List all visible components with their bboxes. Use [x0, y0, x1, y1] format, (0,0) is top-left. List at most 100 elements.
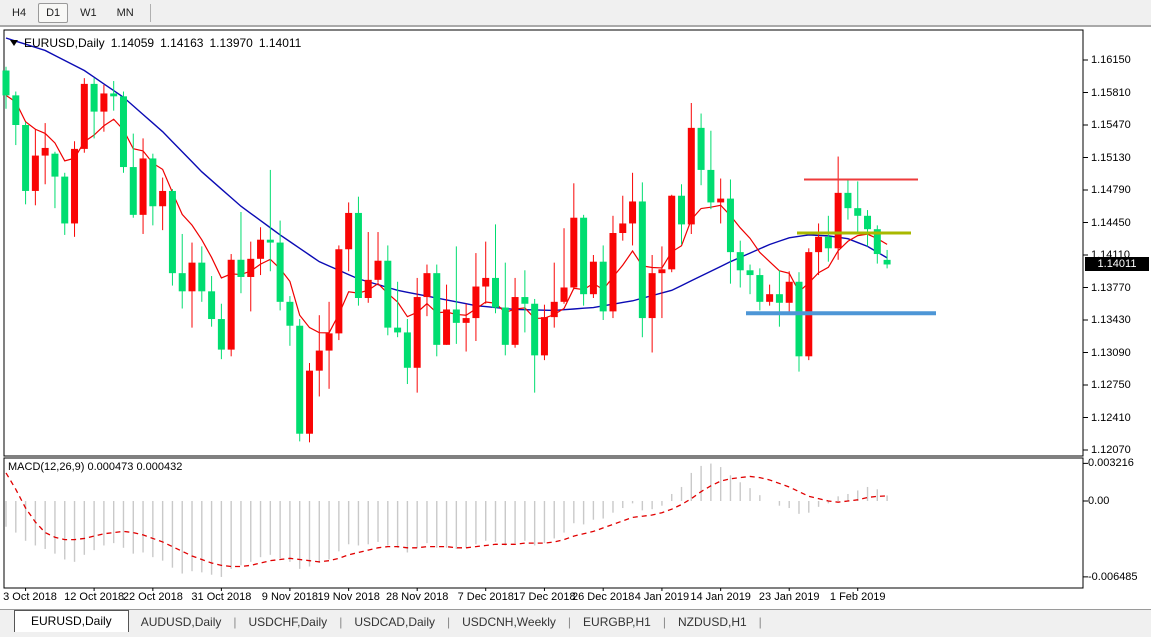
date-axis-label: 14 Jan 2019 — [690, 591, 751, 603]
price-axis-label: 1.13770 — [1091, 281, 1131, 294]
candle — [22, 124, 30, 191]
macd-signal-line — [5, 472, 888, 568]
candle — [599, 261, 607, 312]
candle — [198, 262, 206, 292]
candle — [90, 83, 98, 112]
timeframe-button-w1[interactable]: W1 — [80, 6, 97, 19]
candle — [736, 252, 744, 271]
timeframe-button-mn[interactable]: MN — [116, 6, 134, 19]
candle — [560, 287, 568, 302]
date-axis-label: 1 Feb 2019 — [829, 591, 886, 603]
candle — [697, 127, 705, 170]
candle — [834, 192, 842, 249]
macd-name: MACD(12,26,9) — [8, 461, 85, 473]
candle — [511, 297, 519, 345]
price-axis-label: 1.12750 — [1091, 379, 1131, 391]
price-axis-label: 1.13430 — [1091, 314, 1131, 326]
chart-tab-eurgbp[interactable]: EURGBP,H1 — [583, 615, 651, 629]
candle — [257, 239, 265, 259]
tab-separator: | — [447, 615, 451, 629]
candle — [315, 350, 323, 371]
candle — [501, 307, 509, 345]
candle — [521, 297, 529, 304]
date-axis-label: 7 Dec 2018 — [457, 591, 514, 603]
candle — [403, 332, 411, 368]
candle — [374, 260, 382, 280]
candle — [433, 273, 441, 345]
chart-tab-eurusd[interactable]: EURUSD,Daily — [14, 610, 129, 633]
candle — [119, 96, 127, 168]
candle — [540, 317, 548, 356]
chart-tab-usdcad[interactable]: USDCAD,Daily — [354, 615, 435, 629]
toolbar-divider — [149, 3, 151, 22]
candle — [844, 192, 852, 209]
macd-indicator-label: MACD(12,26,9) 0.000473 0.000432 — [8, 461, 182, 473]
ohlc-low: 1.13970 — [209, 36, 253, 50]
candle — [286, 301, 294, 326]
candle — [775, 294, 783, 303]
candle — [325, 333, 333, 351]
date-axis-label: 23 Jan 2019 — [758, 591, 820, 603]
candle — [570, 217, 578, 288]
candle — [178, 273, 186, 292]
main-pane[interactable] — [3, 29, 1084, 457]
macd-pane[interactable] — [3, 457, 1084, 589]
candle — [766, 294, 774, 302]
date-axis-label: 17 Dec 2018 — [513, 591, 576, 603]
candle — [168, 190, 176, 274]
candle — [237, 259, 245, 277]
candle — [423, 273, 431, 298]
tab-separator: | — [233, 615, 237, 629]
timeframe-button-d1[interactable]: D1 — [38, 2, 69, 23]
candle — [41, 147, 49, 156]
tab-separator: | — [567, 615, 572, 629]
macd-axis-label: -0.006485 — [1088, 570, 1138, 583]
macd-main-value: 0.000473 — [87, 461, 134, 473]
timeframe-button-h4[interactable]: H4 — [12, 6, 27, 19]
candle — [619, 223, 627, 234]
chart-tab-nzdusd[interactable]: NZDUSD,H1 — [677, 615, 747, 629]
candle — [687, 127, 695, 225]
candle — [668, 195, 676, 270]
candle — [472, 286, 480, 319]
chart-tab-audusd[interactable]: AUDUSD,Daily — [140, 615, 222, 629]
candle — [296, 325, 304, 434]
candle — [110, 93, 118, 97]
candle — [452, 309, 460, 323]
candle — [71, 148, 79, 224]
date-axis-label: 22 Oct 2018 — [122, 591, 183, 603]
candle — [785, 281, 793, 303]
chart-tab-usdchf[interactable]: USDCHF,Daily — [248, 615, 328, 629]
candle — [354, 212, 362, 299]
macd-signal-value: 0.000432 — [136, 461, 183, 473]
candle — [247, 258, 255, 277]
chart-tab-bar: EURUSD,Daily AUDUSD,Daily | USDCHF,Daily | US… — [0, 609, 1151, 634]
candle — [31, 155, 39, 191]
candle — [648, 273, 656, 319]
candle — [609, 233, 617, 312]
price-axis-label: 1.13090 — [1091, 346, 1131, 359]
candle — [678, 195, 686, 225]
candle — [443, 309, 451, 345]
chart-tab-usdcnh[interactable]: USDCNH,Weekly — [462, 615, 556, 629]
date-axis-label: 19 Nov 2018 — [317, 591, 380, 603]
candle — [795, 281, 803, 357]
chevron-down-icon[interactable] — [10, 40, 18, 46]
candle — [227, 259, 235, 350]
candle — [12, 95, 20, 125]
candle — [266, 239, 274, 243]
candle — [638, 201, 646, 319]
tab-separator: | — [758, 615, 762, 629]
candle — [726, 198, 734, 253]
candle — [80, 83, 88, 149]
candle — [129, 167, 137, 215]
candle — [746, 270, 754, 276]
date-axis-label: 26 Dec 2018 — [571, 591, 635, 603]
candle — [51, 153, 59, 177]
candle — [217, 319, 225, 350]
candle — [345, 212, 353, 250]
macd-histogram — [5, 463, 888, 577]
chart-title: EURUSD,Daily 1.14059 1.14163 1.13970 1.1… — [10, 36, 301, 50]
candle — [717, 198, 725, 203]
